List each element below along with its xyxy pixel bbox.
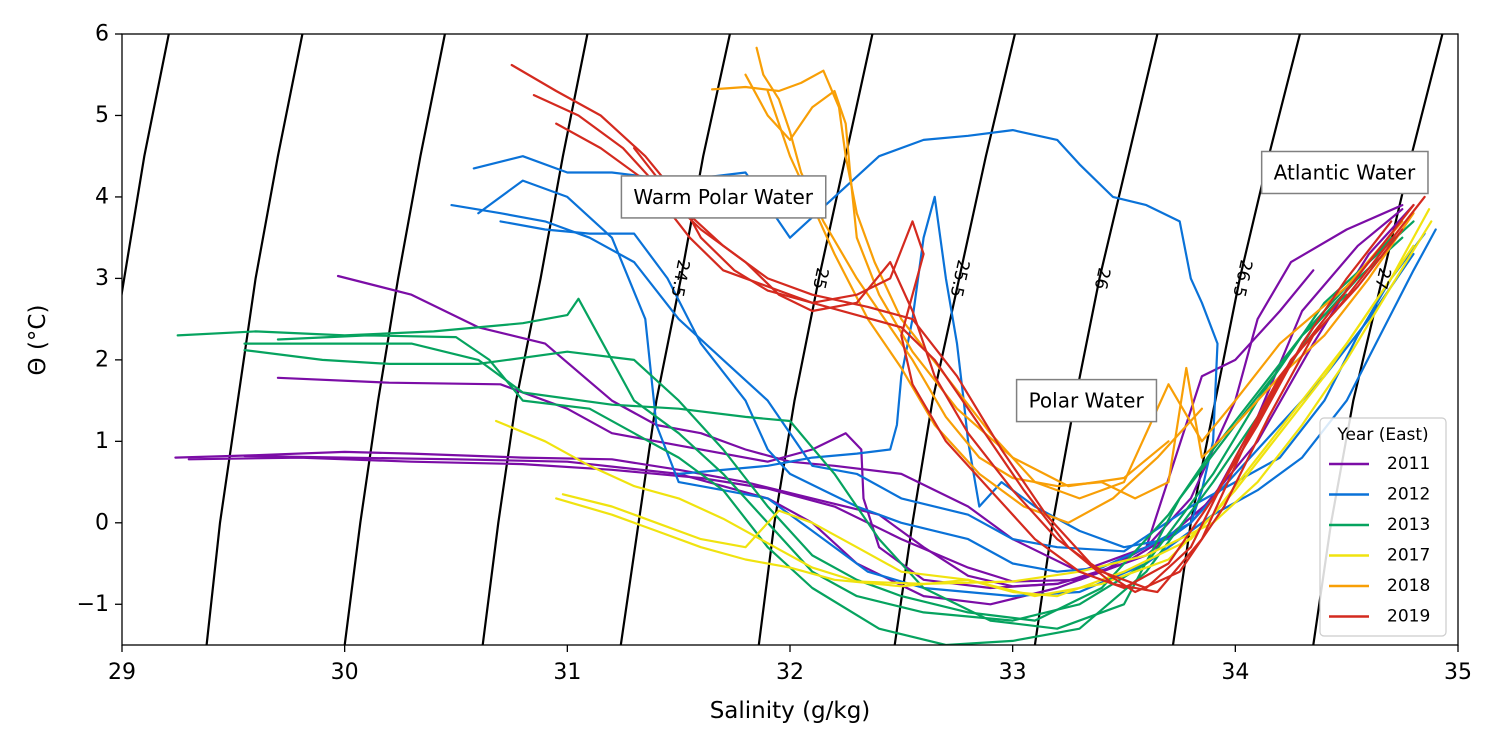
density-contour-line — [1033, 34, 1159, 645]
x-tick-label: 31 — [553, 660, 581, 685]
density-contour-line — [619, 34, 731, 645]
series-line-2011 — [336, 269, 1315, 573]
density-contour-line — [757, 34, 874, 645]
legend: Year (East) 2011 2012 2013 2017 2018 2019 — [1319, 417, 1447, 637]
series-line-2013 — [276, 236, 1404, 645]
y-axis-title: Θ (°C) — [25, 305, 51, 376]
series-line-2011 — [243, 204, 1415, 606]
x-axis-title: Salinity (g/kg) — [710, 698, 871, 724]
legend-label: 2019 — [1387, 607, 1430, 627]
y-tick-label: 5 — [95, 103, 109, 128]
y-tick-label: 2 — [95, 347, 109, 372]
series-line-2018 — [744, 73, 1170, 488]
annotation-box: Warm Polar Water — [620, 175, 827, 219]
x-tick-label: 35 — [1444, 660, 1472, 685]
annotation-frame — [1015, 378, 1158, 423]
legend-title: Year (East) — [1336, 425, 1428, 445]
series-line-2012 — [450, 204, 1426, 553]
y-tick-label: 1 — [95, 429, 109, 454]
y-axis-ticks: −1 0 1 2 3 4 5 6 — [77, 22, 122, 617]
series-line-2013 — [243, 220, 1415, 630]
x-tick-label: 32 — [776, 660, 804, 685]
x-tick-label: 33 — [999, 660, 1027, 685]
density-contour-line — [122, 34, 170, 299]
density-contour-label: 27 — [1370, 266, 1394, 292]
series-line-2018 — [755, 46, 1415, 500]
density-contour-line — [205, 34, 304, 645]
y-tick-label: 4 — [95, 184, 109, 209]
y-tick-label: 6 — [95, 22, 109, 47]
density-contour-line — [1171, 34, 1301, 645]
y-tick-label: 3 — [95, 266, 109, 291]
annotation-box: Atlantic Water — [1260, 150, 1429, 195]
x-tick-label: 34 — [1221, 660, 1249, 685]
series-line-2019 — [632, 147, 1404, 594]
series-line-2012 — [499, 220, 1415, 573]
density-contour-label: 25 — [808, 266, 832, 291]
series-line-2011 — [187, 208, 1404, 583]
legend-label: 2012 — [1387, 485, 1430, 505]
legend-frame — [1319, 417, 1447, 637]
annotation-frame — [620, 175, 827, 219]
annotation-frame — [1260, 150, 1429, 195]
annotation-text: Polar Water — [1029, 389, 1145, 413]
x-tick-label: 29 — [108, 660, 136, 685]
series-line-2013 — [243, 293, 1348, 622]
legend-label: 2018 — [1387, 576, 1430, 596]
legend-label: 2011 — [1387, 454, 1430, 474]
legend-label: 2013 — [1387, 515, 1430, 535]
water-mass-annotations: Warm Polar Water Polar Water Atlantic Wate… — [620, 150, 1429, 423]
plot-background — [122, 34, 1458, 645]
x-tick-label: 30 — [331, 660, 359, 685]
annotation-text: Atlantic Water — [1274, 160, 1416, 184]
series-line-2017 — [561, 244, 1415, 598]
density-contour-label: 26 — [1090, 266, 1114, 291]
y-tick-label: 0 — [95, 510, 109, 535]
series-line-2019 — [555, 122, 1426, 594]
annotation-box: Polar Water — [1015, 378, 1158, 423]
legend-label: 2017 — [1387, 546, 1430, 566]
x-axis-ticks: 29 30 31 32 33 34 35 — [108, 645, 1472, 685]
density-contour-line — [343, 34, 446, 645]
annotation-text: Warm Polar Water — [633, 185, 813, 209]
y-tick-label: −1 — [77, 592, 109, 617]
series-line-2011 — [174, 204, 1404, 588]
